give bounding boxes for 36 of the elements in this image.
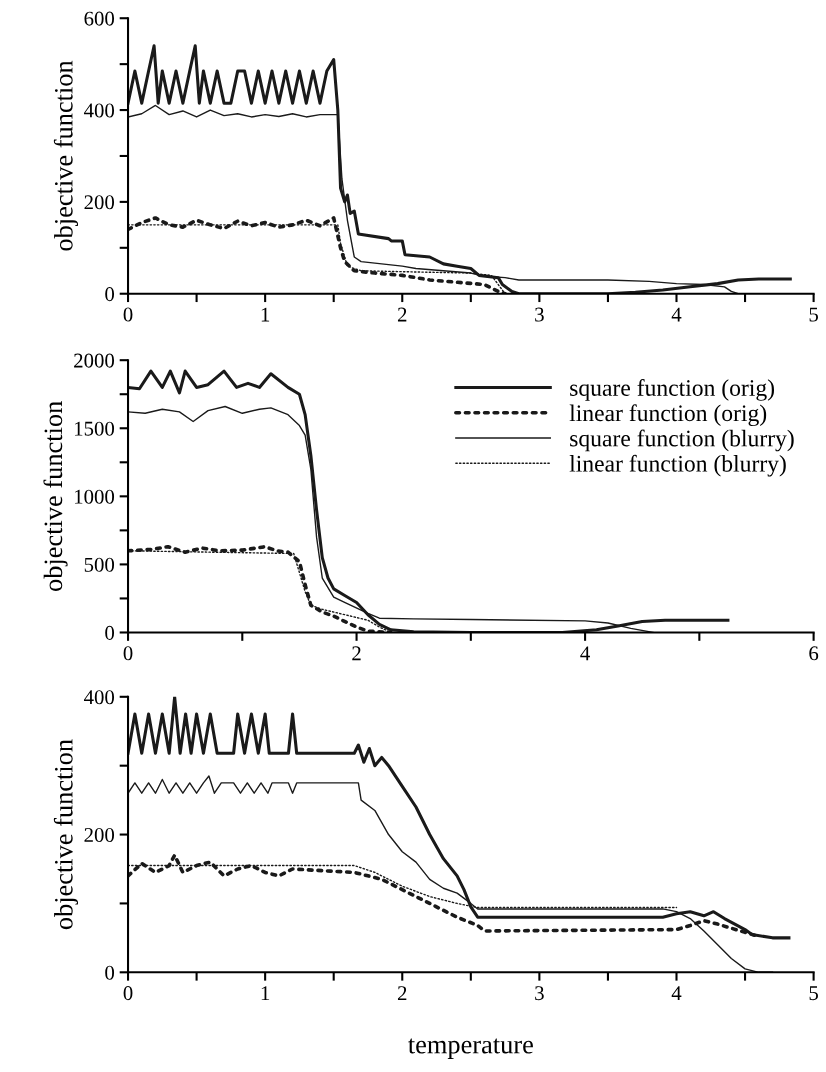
- y-axis-title: objective function: [53, 739, 79, 930]
- x-tick-label: 5: [809, 986, 818, 1001]
- y-tick-label: 0: [105, 965, 115, 980]
- legend-label: square function (orig): [570, 379, 775, 401]
- y-tick-label: 400: [83, 690, 115, 705]
- x-tick-label: 0: [123, 986, 133, 1001]
- legend-label: square function (blurry): [570, 429, 794, 452]
- x-tick-label: 3: [535, 307, 544, 322]
- y-tick-label: 1500: [75, 421, 115, 436]
- x-tick-label: 4: [671, 307, 682, 322]
- legend-label: linear function (blurry): [569, 454, 786, 477]
- x-tick-label: 4: [671, 986, 682, 1000]
- y-tick-label: 2000: [74, 353, 115, 368]
- x-tick-label: 0: [123, 646, 133, 661]
- legend-label: linear function (orig): [569, 404, 767, 427]
- y-tick-label: 0: [105, 625, 115, 640]
- y-tick-label: 0: [105, 287, 115, 302]
- y-axis-title: objective function: [53, 60, 79, 251]
- y-tick-label: 200: [84, 827, 115, 842]
- y-tick-label: 400: [83, 103, 115, 118]
- x-tick-label: 6: [809, 646, 819, 661]
- y-tick-label: 600: [84, 11, 115, 26]
- y-tick-label: 1000: [75, 489, 115, 504]
- x-tick-label: 5: [809, 307, 818, 322]
- x-tick-label: 0: [123, 307, 133, 322]
- x-tick-label: 2: [352, 646, 361, 661]
- x-tick-label: 1: [261, 307, 270, 322]
- x-tick-label: 2: [397, 307, 407, 322]
- x-tick-label: 4: [580, 646, 590, 661]
- x-axis-title: temperature: [408, 1038, 533, 1059]
- y-tick-label: 500: [84, 557, 115, 572]
- y-axis-title: objective function: [43, 401, 68, 591]
- x-tick-label: 2: [397, 986, 407, 1000]
- x-tick-label: 3: [535, 986, 544, 1001]
- y-tick-label: 200: [84, 195, 115, 210]
- x-tick-label: 1: [261, 986, 270, 1000]
